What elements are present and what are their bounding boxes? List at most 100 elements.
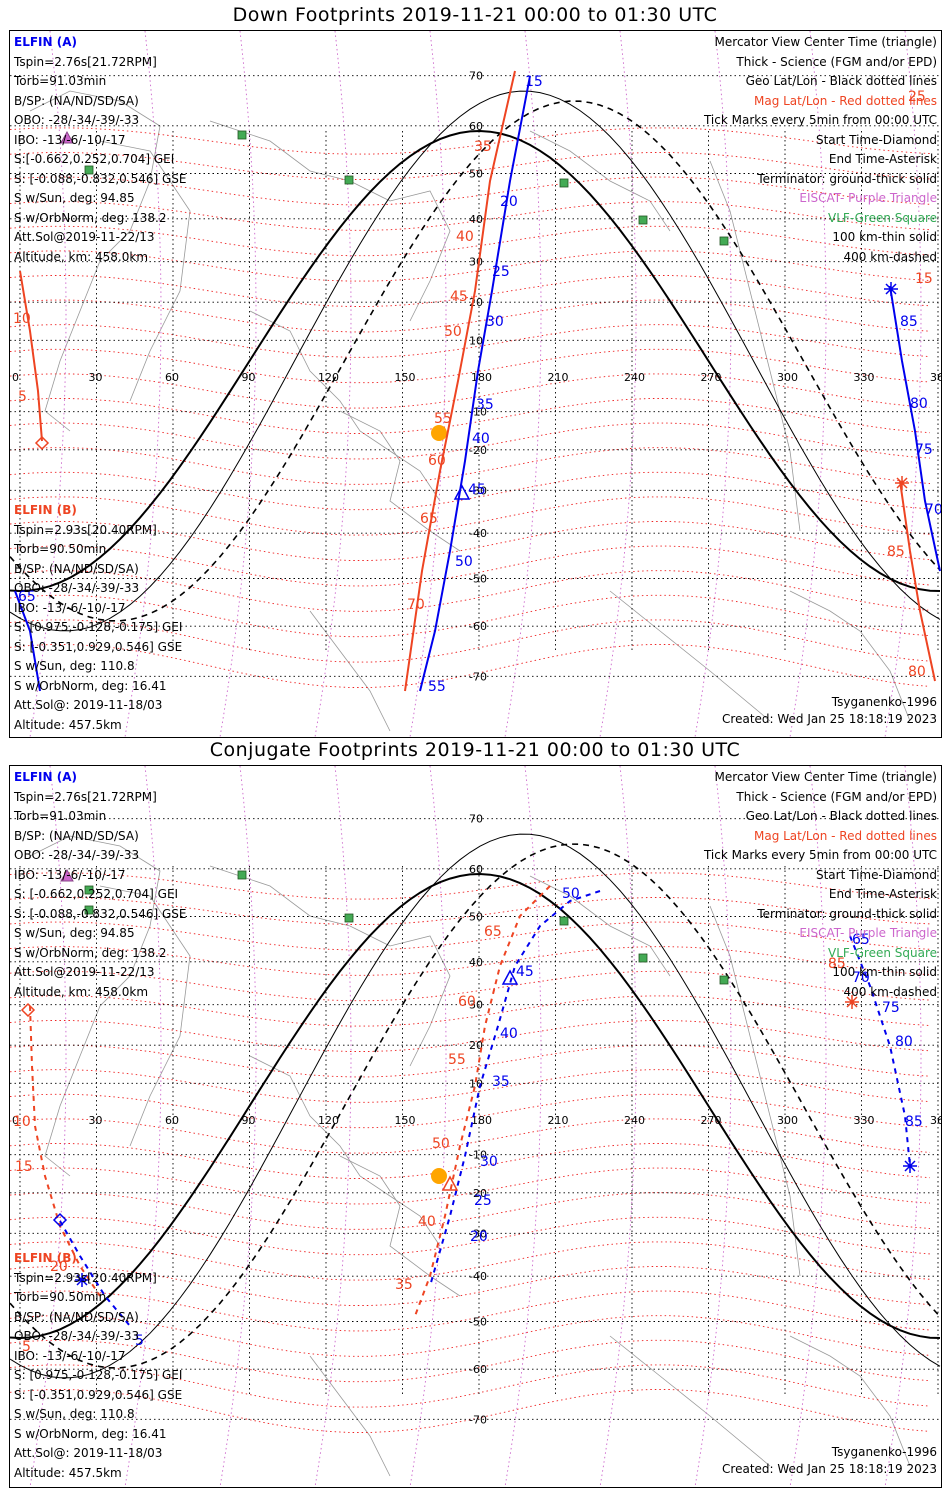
mag-lat-line [10, 521, 931, 561]
legend-100km: 100 km-thin solid [832, 230, 937, 244]
track-time-label: 50 [432, 1136, 450, 1152]
track-time-label: 45 [516, 964, 534, 980]
sat-b-gei: S: [0.975,-0.128,-0.175] GEI [14, 620, 183, 634]
sat-b-orbnorm: S w/OrbNorm, deg: 16.41 [14, 678, 167, 693]
center-time-triangle [501, 969, 519, 985]
sat-b-track-west [19, 270, 43, 442]
sat-a-orbnorm: S w/OrbNorm, deg: 138.2 [14, 945, 167, 960]
mag-lon-line [409, 31, 447, 737]
vlf-station-marker [84, 165, 94, 175]
track-time-label: 75 [915, 442, 933, 458]
track-time-label: 50 [455, 554, 473, 570]
footer-model: Tsyganenko-1996 [831, 1445, 937, 1459]
sat-b-gse: S: [-0.351,0.929,0.546] GSE [14, 639, 183, 654]
mag-lat-line [10, 1290, 931, 1332]
track-time-label: 30 [480, 1154, 498, 1170]
end-asterisk-icon [75, 1273, 89, 1287]
panel1-footer: Tsyganenko-1996 Created: Wed Jan 25 18:1… [722, 695, 937, 726]
legend-eiscat: EISCAT- Purple Triangle [799, 191, 937, 205]
lat-tick-label: -10 [469, 1149, 487, 1162]
sat-b-name: ELFIN (B) [14, 1251, 77, 1265]
sat-a-obo: OBO: -28/-34/-39/-33 [14, 848, 140, 862]
mag-lat-line [10, 995, 931, 1027]
mag-lat-line [10, 398, 931, 434]
center-time-triangle [453, 484, 471, 500]
legend-thick: Thick - Science (FGM and/or EPD) [736, 54, 937, 69]
mag-lat-line [10, 152, 931, 180]
vlf-station-marker [638, 953, 648, 963]
lat-tick-label: 40 [469, 956, 483, 969]
lon-tick-label: 90 [242, 371, 256, 384]
mag-lat-line [10, 422, 931, 460]
sat-b-tspin: Tspin=2.93s[20.40RPM] [14, 522, 157, 537]
track-time-label: 80 [895, 1034, 913, 1050]
lon-tick-label: 330 [854, 1114, 875, 1127]
track-time-label: 15 [525, 74, 543, 90]
track-time-label: 25 [492, 264, 510, 280]
mag-lat-line [10, 225, 931, 257]
terminator-ground [10, 872, 941, 1340]
sat-b-obo: OBO: -28/-34/-39/-33 [14, 1329, 140, 1343]
legend-end: End Time-Asterisk [828, 152, 937, 166]
mag-lat-line [10, 1069, 931, 1103]
vlf-station-marker [638, 215, 648, 225]
legend-terminator: Terminator: ground-thick solid [757, 906, 937, 921]
track-time-label: 35 [476, 397, 494, 413]
sat-b-orbnorm: S w/OrbNorm, deg: 16.41 [14, 1426, 167, 1441]
mag-lat-line [10, 127, 931, 155]
mag-lat-line [10, 1364, 931, 1408]
mag-lon-line [29, 766, 67, 1487]
end-asterisk-icon [884, 282, 898, 296]
terminator-100km [10, 833, 941, 1379]
track-time-label: 20 [500, 194, 518, 210]
lon-tick-label: 120 [318, 1114, 339, 1127]
legend-mercator: Mercator View Center Time (triangle) [714, 35, 937, 49]
track-time-label: 35 [395, 1277, 413, 1293]
mag-lat-line [10, 1044, 931, 1078]
lat-tick-label: -60 [469, 620, 487, 633]
sat-a-ibo: IBO: -13/-6/-10/-17 [14, 132, 126, 147]
mag-lat-line [10, 1118, 931, 1154]
track-time-label: 85 [900, 314, 918, 330]
lat-tick-label: 50 [469, 911, 483, 924]
mag-lon-line [694, 766, 732, 1487]
mag-lon-line [599, 31, 637, 737]
legend-mag: Mag Lat/Lon - Red dotted lines [753, 93, 937, 108]
track-time-label: 40 [456, 229, 474, 245]
mag-lat-line [10, 921, 931, 951]
landmass-outline [99, 140, 191, 402]
lat-tick-label: 40 [469, 213, 483, 226]
vlf-station-marker [344, 175, 354, 185]
start-diamond-icon [34, 435, 50, 451]
landmass-outline [609, 590, 771, 722]
lat-tick-label: 70 [469, 813, 483, 826]
mag-lat-line [10, 570, 931, 612]
mag-lat-line [10, 1093, 931, 1129]
mag-lat-line [10, 1216, 931, 1256]
panel1-legend: Mercator View Center Time (triangle) Thi… [704, 33, 937, 267]
lat-tick-label: -50 [469, 573, 487, 586]
lon-tick-label: 30 [89, 371, 103, 384]
mag-lat-line [10, 1389, 931, 1433]
track-time-label: 15 [915, 271, 933, 287]
sat-b-track-center [414, 885, 551, 1317]
track-time-label: 85 [887, 544, 905, 560]
sat-b-ibo: IBO: -13/-6/-10/-17 [14, 1348, 126, 1363]
panel2-sat-a-info: ELFIN (A) Tspin=2.76s[21.72RPM] Torb=91.… [14, 768, 187, 1002]
legend-start: Start Time-Diamond [815, 132, 937, 147]
landmass-outline [339, 410, 461, 552]
track-time-label: 65 [18, 589, 36, 605]
sat-a-orbnorm: S w/OrbNorm, deg: 138.2 [14, 210, 167, 225]
vlf-station-marker [719, 236, 729, 246]
sat-a-name: ELFIN (A) [14, 770, 77, 784]
track-time-label: 35 [474, 139, 492, 155]
sat-a-track-west [59, 1220, 131, 1327]
legend-end: End Time-Asterisk [828, 887, 937, 901]
lat-tick-label: 10 [469, 334, 483, 347]
sat-a-track-west [14, 590, 41, 692]
sat-b-tspin: Tspin=2.93s[20.40RPM] [14, 1270, 157, 1285]
panel2-title: Conjugate Footprints 2019-11-21 00:00 to… [209, 739, 741, 761]
track-time-label: 70 [852, 970, 870, 986]
sat-b-track-west [29, 1005, 101, 1297]
track-time-label: 85 [905, 1114, 923, 1130]
